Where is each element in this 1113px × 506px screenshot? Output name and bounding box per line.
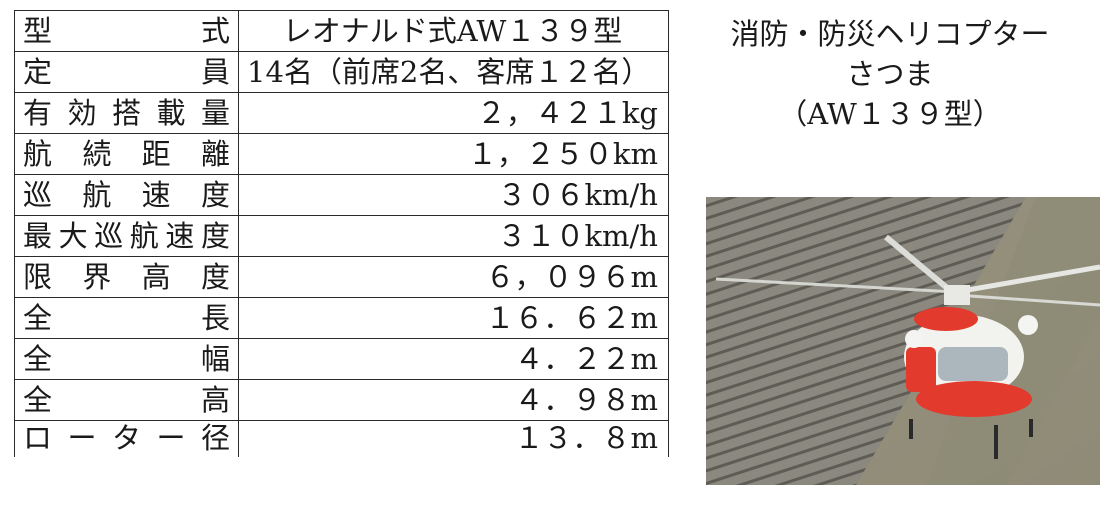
table-row: 最大巡航速度 ３１０km/h <box>14 215 669 257</box>
spec-label: 全 幅 <box>14 338 239 380</box>
table-row: 型 式 レオナルド式AW１３９型 <box>14 10 669 52</box>
spec-value: １６．６２m <box>238 297 669 339</box>
spec-value: １３．８m <box>238 420 669 457</box>
caption-line: さつま <box>846 57 934 91</box>
table-row: 限界高度 ６，０９６m <box>14 256 669 298</box>
spec-label: 定 員 <box>14 51 239 93</box>
table-row: 全 長 １６．６２m <box>14 297 669 339</box>
spec-label: 全 長 <box>14 297 239 339</box>
table-row: 有効搭載量 ２，４２１kg <box>14 92 669 134</box>
photo-caption: 消防・防災ヘリコプター さつま （AW１３９型） <box>690 14 1090 134</box>
spec-label: ローター径 <box>14 420 239 457</box>
spec-label: 限界高度 <box>14 256 239 298</box>
spec-label: 最大巡航速度 <box>14 215 239 257</box>
table-row: 航続距離 １，２５０km <box>14 133 669 175</box>
spec-value: ３１０km/h <box>238 215 669 257</box>
table-row: 巡航速度 ３０６km/h <box>14 174 669 216</box>
table-row: ローター径 １３．８m <box>14 420 669 457</box>
spec-value: ４．９８m <box>238 379 669 421</box>
table-row: 全 幅 ４．２２m <box>14 338 669 380</box>
caption-line: （AW１３９型） <box>778 97 1002 131</box>
caption-line: 消防・防災ヘリコプター <box>730 17 1050 51</box>
spec-value: レオナルド式AW１３９型 <box>238 10 669 52</box>
table-row: 定 員 14名（前席2名、客席１２名） <box>14 51 669 93</box>
spec-value: ４．２２m <box>238 338 669 380</box>
spec-table: 型 式 レオナルド式AW１３９型 定 員 14名（前席2名、客席１２名） 有効搭… <box>14 10 669 457</box>
spec-value: ３０６km/h <box>238 174 669 216</box>
spec-label: 巡航速度 <box>14 174 239 216</box>
spec-label: 有効搭載量 <box>14 92 239 134</box>
spec-label: 航続距離 <box>14 133 239 175</box>
spec-value: ６，０９６m <box>238 256 669 298</box>
helicopter-photo <box>706 197 1100 485</box>
spec-value: ２，４２１kg <box>238 92 669 134</box>
spec-label: 型 式 <box>14 10 239 52</box>
spec-label: 全 高 <box>14 379 239 421</box>
spec-value: 14名（前席2名、客席１２名） <box>238 51 669 93</box>
spec-value: １，２５０km <box>238 133 669 175</box>
table-row: 全 高 ４．９８m <box>14 379 669 421</box>
